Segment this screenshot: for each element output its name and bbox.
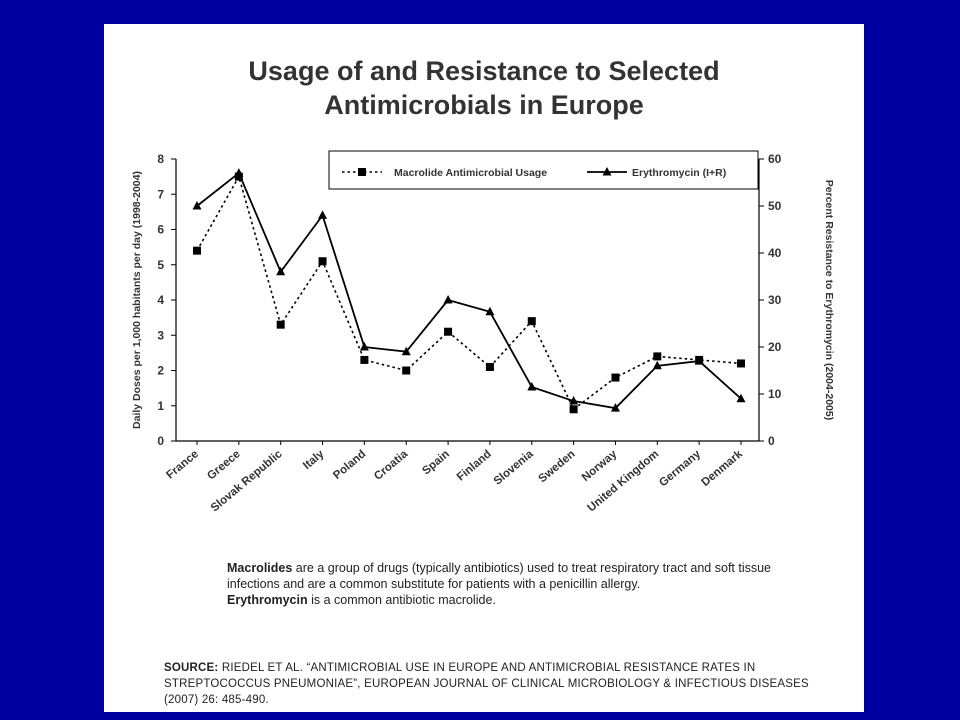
left-tick-label: 6 [157, 223, 164, 237]
x-tick-label: Germany [657, 448, 703, 490]
left-tick-label: 4 [157, 293, 164, 307]
usage-point [569, 405, 578, 414]
legend-usage-label: Macrolide Antimicrobial Usage [394, 167, 547, 179]
usage-point [318, 257, 327, 266]
usage-point [193, 246, 201, 255]
right-tick-label: 30 [768, 293, 782, 307]
resistance-point [401, 346, 411, 356]
resistance-point [694, 356, 704, 365]
left-tick-label: 0 [157, 434, 164, 448]
x-tick-label: Sweden [537, 448, 578, 485]
macrolides-note: Macrolides are a group of drugs (typical… [227, 560, 787, 608]
usage-point [402, 366, 411, 375]
right-tick-label: 20 [768, 340, 782, 354]
usage-point [276, 320, 285, 329]
title-line-1: Usage of and Resistance to Selected [248, 56, 720, 86]
left-tick-label: 5 [157, 258, 164, 272]
legend-resistance-marker [602, 167, 612, 176]
right-tick-label: 50 [768, 199, 782, 213]
note-text-2: is a common antibiotic macrolide. [307, 593, 496, 607]
x-tick-label: France [164, 448, 201, 481]
resistance-point [485, 306, 495, 316]
legend-usage-marker [358, 168, 366, 176]
usage-point [611, 373, 620, 382]
x-tick-label: Greece [205, 448, 243, 482]
left-tick-label: 2 [157, 364, 164, 378]
usage-line [196, 174, 742, 411]
resistance-point [652, 360, 662, 370]
resistance-line [196, 171, 742, 410]
x-tick-label: Slovak Republic [209, 448, 285, 515]
resistance-point [192, 201, 202, 210]
x-tick-label: Croatia [372, 448, 411, 483]
left-tick-label: 3 [157, 328, 164, 342]
left-axis-title: Daily Doses per 1,000 habitants per day … [131, 171, 143, 429]
right-tick-label: 0 [768, 434, 775, 448]
x-tick-label: Denmark [700, 448, 746, 489]
source-citation: SOURCE: RIEDEL ET AL. “ANTIMICROBIAL USE… [164, 660, 844, 708]
right-tick-label: 60 [768, 152, 782, 166]
resistance-point [276, 266, 286, 276]
source-text: RIEDEL ET AL. “ANTIMICROBIAL USE IN EURO… [164, 662, 809, 706]
right-axis-title: Percent Resistance to Erythromycin (2004… [823, 180, 835, 420]
right-tick-label: 40 [768, 246, 782, 260]
usage-point [360, 355, 369, 364]
title-line-2: Antimicrobials in Europe [324, 90, 644, 120]
resistance-point [527, 381, 537, 391]
x-tick-label: Spain [420, 448, 452, 477]
x-tick-label: Poland [331, 448, 368, 482]
usage-point [234, 172, 243, 181]
resistance-point [569, 396, 579, 405]
x-tick-label: Norway [580, 448, 620, 484]
resistance-point [610, 403, 620, 412]
left-tick-label: 7 [157, 187, 164, 201]
resistance-point [234, 168, 244, 177]
note-text-1: are a group of drugs (typically antibiot… [227, 561, 772, 591]
resistance-point [318, 210, 328, 219]
x-tick-label: Slovenia [492, 448, 536, 488]
slide-title: Usage of and Resistance to Selected Anti… [104, 54, 864, 122]
note-term-macrolides: Macrolides [227, 561, 293, 575]
usage-point [527, 317, 536, 326]
x-tick-label: Italy [301, 448, 327, 472]
usage-point [737, 359, 745, 368]
x-tick-label: United Kingdom [586, 448, 662, 514]
slide: Usage of and Resistance to Selected Anti… [104, 24, 864, 712]
left-tick-label: 1 [157, 399, 164, 413]
left-tick-label: 8 [157, 152, 164, 166]
usage-point [653, 352, 662, 361]
resistance-point [359, 342, 369, 351]
right-tick-label: 10 [768, 387, 782, 401]
dual-axis-line-chart: 0 1 2 3 4 5 6 7 8 0 10 20 30 40 50 60 Daily Doses per 1,… [131, 150, 835, 515]
usage-point [485, 362, 494, 371]
source-label: SOURCE: [164, 662, 219, 674]
legend-resistance-label: Erythromycin (I+R) [632, 167, 726, 179]
note-term-erythromycin: Erythromycin [227, 593, 308, 607]
usage-point [444, 327, 453, 336]
x-tick-label: Finland [455, 448, 494, 483]
resistance-point [736, 393, 746, 403]
legend-box [328, 150, 759, 190]
resistance-point [443, 295, 453, 304]
